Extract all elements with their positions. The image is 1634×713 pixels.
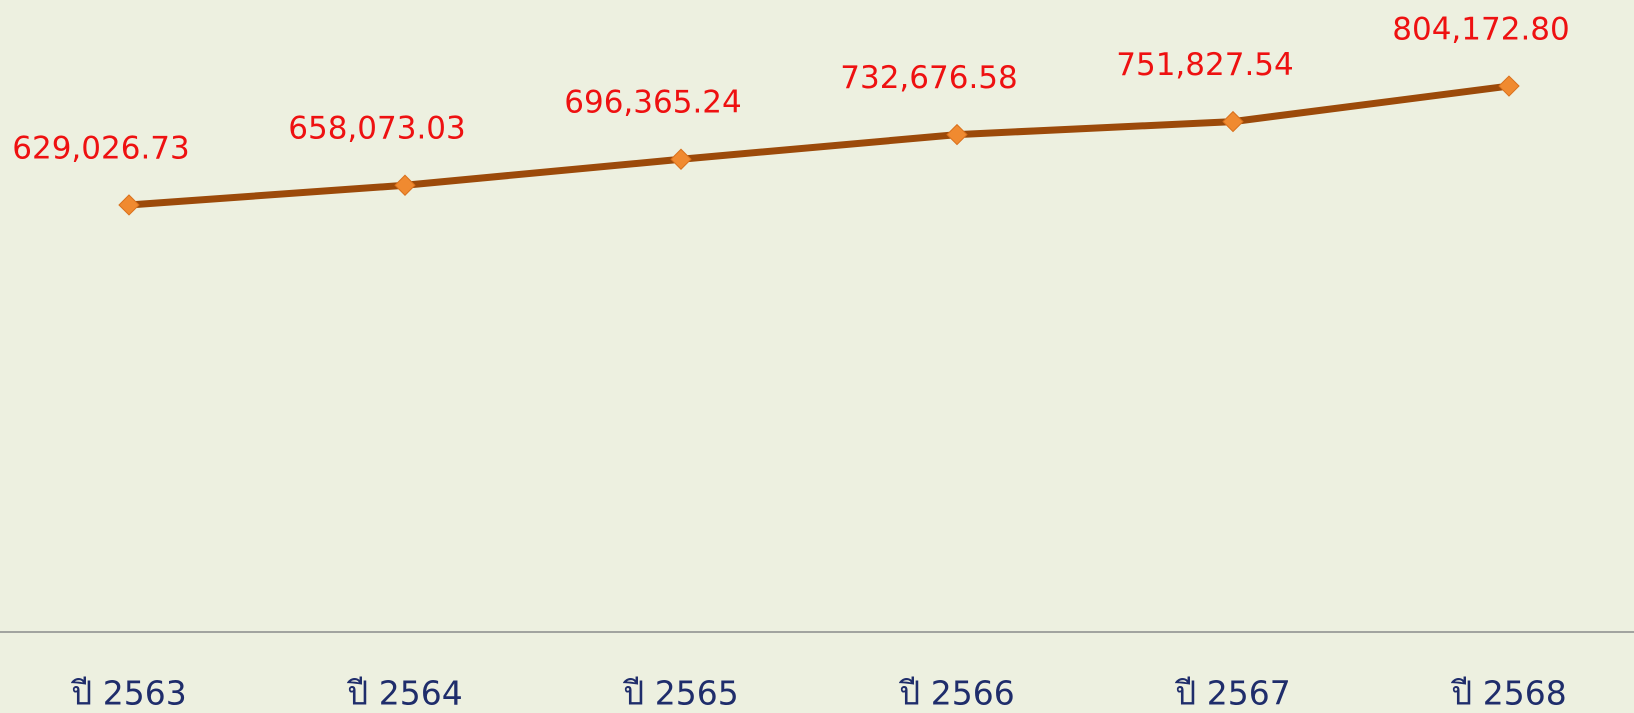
x-tick-label: ปี 2568 [1450, 674, 1567, 713]
data-label: 629,026.73 [12, 130, 190, 166]
data-marker [118, 194, 140, 216]
data-marker [394, 174, 416, 196]
data-label: 751,827.54 [1116, 47, 1294, 83]
x-tick-label: ปี 2563 [70, 674, 187, 713]
x-tick-label: ปี 2567 [1174, 674, 1291, 713]
data-label: 732,676.58 [840, 60, 1018, 96]
x-tick-label: ปี 2566 [898, 674, 1015, 713]
data-marker [1498, 75, 1520, 97]
data-label: 804,172.80 [1392, 12, 1570, 48]
x-tick-label: ปี 2565 [622, 674, 739, 713]
data-label: 696,365.24 [564, 85, 742, 121]
data-line [128, 82, 1510, 209]
data-marker [670, 148, 692, 170]
data-label: 658,073.03 [288, 111, 466, 147]
data-marker [946, 123, 968, 146]
data-marker [1222, 110, 1244, 133]
x-tick-label: ปี 2564 [346, 674, 463, 713]
